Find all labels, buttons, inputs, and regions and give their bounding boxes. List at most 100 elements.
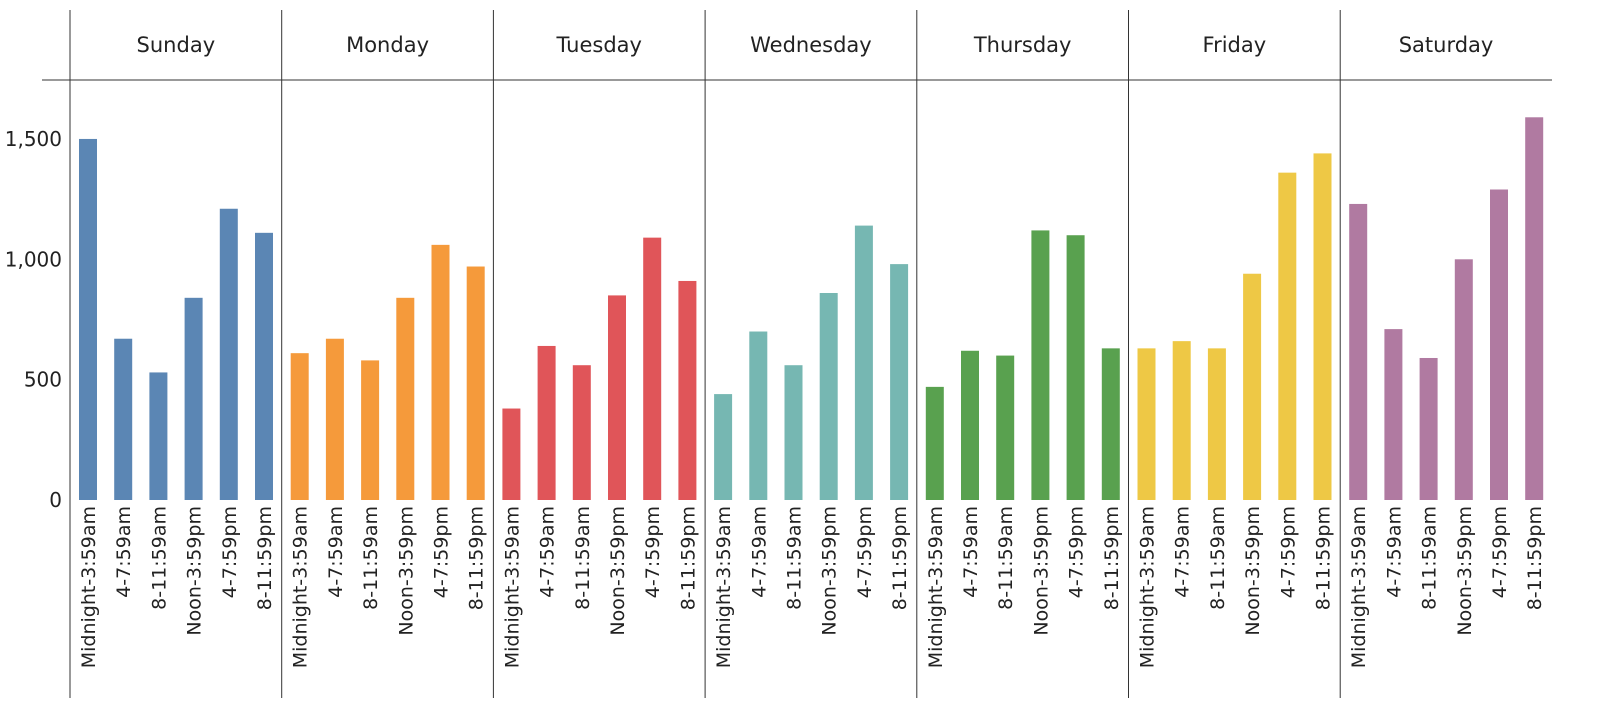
x-tick-label: 4-7:59am — [325, 506, 347, 598]
x-tick-label: 4-7:59am — [748, 506, 770, 598]
bar — [1031, 230, 1050, 500]
x-tick-label: 4-7:59am — [960, 506, 982, 598]
x-tick-label: Midnight-3:59am — [1348, 506, 1370, 668]
day-header: Monday — [346, 33, 429, 57]
bar — [114, 338, 133, 500]
panel-tuesday: Tuesday Midnight-3:59am 4-7:59am 8-11:59am N… — [501, 33, 699, 668]
bar — [219, 208, 238, 501]
x-tick-label: 8-11:59pm — [1313, 506, 1335, 610]
y-axis: 0 500 1,000 1,500 — [5, 127, 62, 512]
bar — [1101, 348, 1120, 500]
bar — [749, 331, 768, 500]
y-tick-label: 1,500 — [5, 127, 62, 151]
bar — [1207, 348, 1226, 500]
bar — [1243, 273, 1262, 500]
x-tick-label: 8-11:59pm — [1101, 506, 1123, 610]
bar — [325, 338, 344, 500]
x-tick-label: Noon-3:59pm — [607, 506, 629, 636]
x-tick-label: Midnight-3:59am — [1137, 506, 1159, 668]
bar — [854, 225, 873, 501]
x-tick-label: Noon-3:59pm — [1242, 506, 1264, 636]
day-header: Tuesday — [556, 33, 642, 57]
bar — [1172, 341, 1191, 500]
x-tick-label: 4-7:59pm — [642, 506, 664, 598]
bar — [961, 350, 979, 500]
bar — [572, 365, 591, 500]
bar — [290, 353, 309, 500]
bar — [1313, 153, 1332, 500]
bar — [819, 292, 838, 500]
bar — [678, 280, 697, 500]
x-tick-label: 4-7:59pm — [854, 506, 876, 598]
bar — [1384, 329, 1403, 500]
x-tick-label: 4-7:59pm — [431, 506, 453, 598]
x-tick-label: 4-7:59pm — [1066, 506, 1088, 598]
x-tick-label: 8-11:59am — [572, 506, 594, 610]
y-tick-label: 500 — [24, 368, 62, 392]
bar — [502, 408, 521, 500]
bar — [996, 355, 1015, 500]
x-tick-label: Noon-3:59pm — [819, 506, 841, 636]
panel-friday: Friday Midnight-3:59am 4-7:59am 8-11:59am No… — [1137, 33, 1335, 668]
x-tick-label: 4-7:59pm — [219, 506, 241, 598]
day-header: Thursday — [973, 33, 1072, 57]
panel-wednesday: Wednesday Midnight-3:59am 4-7:59am 8-11:59a… — [713, 33, 911, 668]
x-tick-label: 4-7:59pm — [1277, 506, 1299, 598]
x-tick-label: 8-11:59am — [784, 506, 806, 610]
x-tick-label: 4-7:59am — [113, 506, 135, 598]
x-tick-label: Noon-3:59pm — [184, 506, 206, 636]
x-tick-label: 4-7:59pm — [1489, 506, 1511, 598]
panel-thursday: Thursday Midnight-3:59am 4-7:59am 8-11:59am… — [925, 33, 1123, 668]
x-tick-label: 4-7:59am — [1172, 506, 1194, 598]
x-tick-label: Midnight-3:59am — [925, 506, 947, 668]
bar — [1349, 203, 1368, 500]
x-tick-label: Midnight-3:59am — [78, 506, 100, 668]
x-tick-label: 8-11:59pm — [466, 506, 488, 610]
day-panels: Sunday Midnight-3:59am 4-7:59am 8-11:59am No… — [78, 33, 1546, 668]
bar — [466, 266, 485, 500]
bar — [1525, 117, 1544, 501]
bar — [890, 264, 909, 500]
bar — [396, 297, 415, 500]
bar — [79, 138, 97, 500]
x-tick-label: 8-11:59am — [995, 506, 1017, 610]
x-tick-label: Midnight-3:59am — [290, 506, 312, 668]
bar — [1066, 235, 1085, 501]
x-tick-label: Midnight-3:59am — [501, 506, 523, 668]
x-tick-label: 8-11:59am — [1419, 506, 1441, 610]
bar — [1454, 259, 1473, 500]
bar — [925, 386, 944, 500]
day-header: Saturday — [1399, 33, 1494, 57]
day-header: Friday — [1203, 33, 1267, 57]
bar — [431, 244, 450, 500]
chart-frame — [42, 10, 1552, 698]
y-tick-label: 1,000 — [5, 247, 62, 271]
day-header: Sunday — [137, 33, 216, 57]
panel-monday: Monday Midnight-3:59am 4-7:59am 8-11:59am No… — [290, 33, 488, 668]
y-tick-label: 0 — [49, 488, 62, 512]
bar — [643, 237, 662, 500]
x-tick-label: 8-11:59am — [1207, 506, 1229, 610]
x-tick-label: 4-7:59am — [537, 506, 559, 598]
bar — [255, 232, 273, 500]
x-tick-label: 8-11:59pm — [677, 506, 699, 610]
bar — [149, 372, 168, 500]
bar — [1419, 357, 1438, 500]
bar — [1137, 348, 1156, 500]
x-tick-label: 8-11:59pm — [254, 506, 276, 610]
bar — [1278, 172, 1297, 500]
x-tick-label: 8-11:59am — [148, 506, 170, 610]
day-header: Wednesday — [750, 33, 872, 57]
bar — [608, 295, 626, 500]
x-tick-label: 8-11:59pm — [889, 506, 911, 610]
bar — [784, 365, 803, 500]
x-tick-label: Noon-3:59pm — [1030, 506, 1052, 636]
bar — [537, 345, 556, 500]
bar — [1490, 189, 1508, 500]
x-tick-label: Noon-3:59pm — [395, 506, 417, 636]
panel-sunday: Sunday Midnight-3:59am 4-7:59am 8-11:59am No… — [78, 33, 276, 668]
bar — [714, 394, 733, 500]
x-tick-label: Midnight-3:59am — [713, 506, 735, 668]
x-tick-label: 8-11:59pm — [1524, 506, 1546, 610]
